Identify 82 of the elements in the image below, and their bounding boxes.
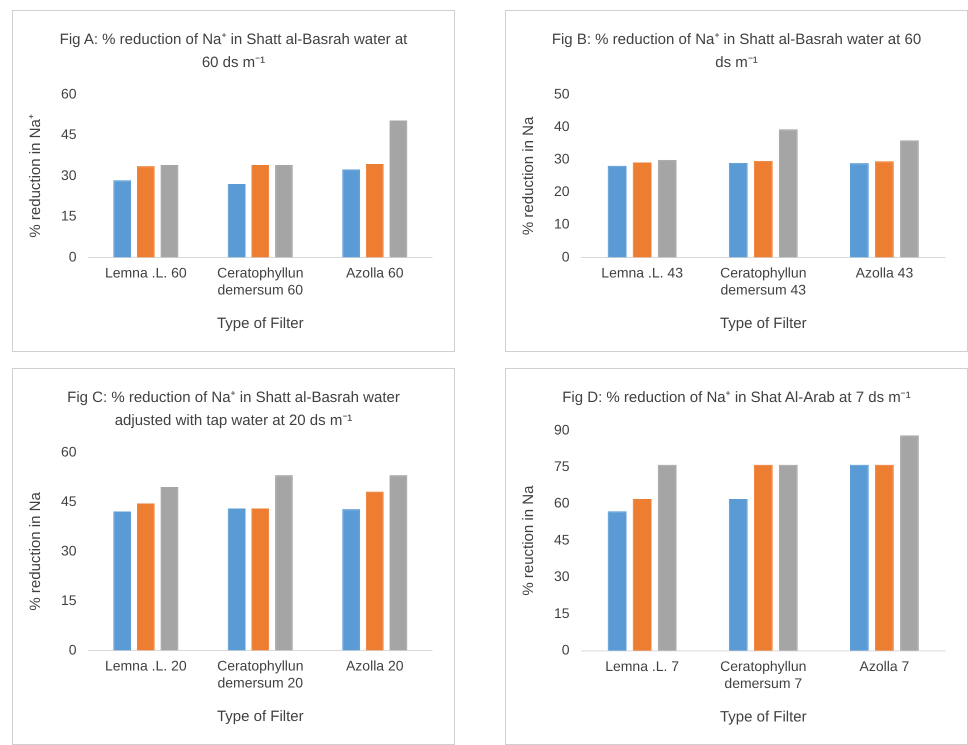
x-axis-title: Type of Filter [216, 315, 304, 332]
bar [754, 160, 773, 258]
bar [850, 464, 869, 650]
bar [850, 163, 869, 258]
y-tick-label: 10 [554, 216, 570, 232]
y-tick-label: 0 [562, 248, 570, 264]
x-axis-title: Type of Filter [720, 708, 807, 726]
y-tick-label: 40 [554, 118, 570, 134]
chart-title: Fig C: % reduction of Na⁺ in Shatt al-Basrah water adjusted with tap water at 20 ds m⁻¹ [66, 388, 401, 430]
y-tick-label: 50 [554, 85, 570, 102]
x-tick-label: Lemna .L. 20 [104, 658, 187, 674]
bar [228, 508, 246, 650]
y-tick-label: 15 [60, 208, 77, 224]
bar [632, 162, 652, 258]
y-tick-label: 30 [554, 150, 570, 166]
y-tick-label: 20 [554, 183, 570, 200]
bar [275, 475, 293, 650]
bar [632, 498, 652, 650]
bar [390, 475, 408, 650]
bar [778, 129, 798, 258]
x-axis-title: Type of Filter [216, 708, 304, 726]
x-tick-label: Lemna .L. 60 [104, 264, 187, 281]
bar [608, 166, 626, 258]
y-tick-label: 30 [554, 568, 570, 584]
bar [136, 504, 155, 650]
bar [778, 464, 798, 650]
y-tick-label: 60 [60, 85, 77, 102]
bar [160, 487, 178, 650]
bar [275, 165, 293, 258]
bar [728, 162, 748, 258]
y-tick-label: 60 [60, 443, 77, 460]
x-tick-label: Azolla 7 [860, 658, 910, 674]
x-tick-label: Ceratophyllun demersum 7 [720, 658, 806, 690]
y-tick-label: 0 [68, 641, 77, 658]
y-tick-label: 45 [60, 492, 77, 509]
x-tick-label: Ceratophyllun demersum 43 [720, 264, 806, 298]
y-tick-label: 45 [554, 530, 570, 547]
y-axis-title: % reduction in Na [27, 492, 44, 611]
bar [754, 464, 773, 650]
bar [390, 120, 408, 258]
bar [658, 464, 677, 650]
chart-title: Fig A: % reduction of Na⁺ in Shatt al-Basrah water at 60 ds m⁻¹ [58, 30, 408, 72]
y-tick-label: 75 [554, 458, 570, 474]
y-tick-label: 15 [60, 592, 77, 608]
y-axis-title: % reduction in Na [520, 116, 538, 236]
bar [608, 510, 626, 650]
y-axis-title: % reduction in Na⁺ [27, 114, 44, 238]
bar [875, 464, 894, 650]
x-tick-label: Azolla 20 [346, 658, 404, 674]
bar [136, 166, 155, 258]
y-tick-label: 60 [554, 494, 570, 510]
bar [251, 165, 270, 258]
x-tick-label: Lemna .L. 43 [601, 264, 684, 281]
bar [228, 184, 246, 258]
bar [113, 180, 132, 258]
x-axis-title: Type of Filter [720, 315, 807, 332]
bar [113, 511, 132, 650]
y-axis-title: % reuction in Na [520, 484, 538, 596]
x-tick-label: Azolla 43 [856, 264, 914, 281]
bar [900, 140, 919, 258]
y-tick-label: 0 [68, 248, 77, 264]
bar [728, 498, 748, 650]
bar [366, 164, 384, 258]
x-tick-label: Ceratophyllun demersum 20 [217, 658, 304, 690]
y-tick-label: 45 [60, 126, 77, 142]
chart-title: Fig B: % reduction of Na⁺ in Shatt al-Basrah water at 60 ds m⁻¹ [550, 30, 922, 72]
bar [160, 165, 178, 258]
y-tick-label: 30 [60, 166, 77, 183]
y-tick-label: 90 [554, 420, 570, 437]
chart-title: Fig D: % reduction of Na⁺ in Shat Al-Arab at 7 ds m⁻¹ [561, 388, 912, 408]
x-tick-label: Azolla 60 [346, 264, 404, 281]
y-tick-label: 30 [60, 542, 77, 558]
bar [366, 492, 384, 650]
bar [251, 508, 270, 650]
bar [658, 160, 677, 258]
bar [342, 509, 360, 650]
x-tick-label: Lemna .L. 7 [605, 658, 680, 674]
bar [875, 161, 894, 258]
y-tick-label: 15 [554, 604, 570, 620]
y-tick-label: 0 [562, 641, 570, 658]
bar [342, 169, 360, 258]
x-tick-label: Ceratophyllun demersum 60 [217, 264, 304, 298]
